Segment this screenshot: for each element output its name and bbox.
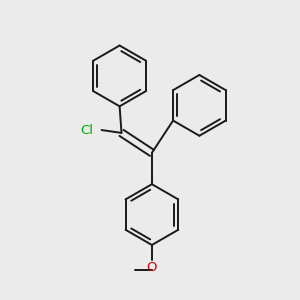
Text: O: O <box>147 261 157 274</box>
Text: Cl: Cl <box>80 124 93 136</box>
